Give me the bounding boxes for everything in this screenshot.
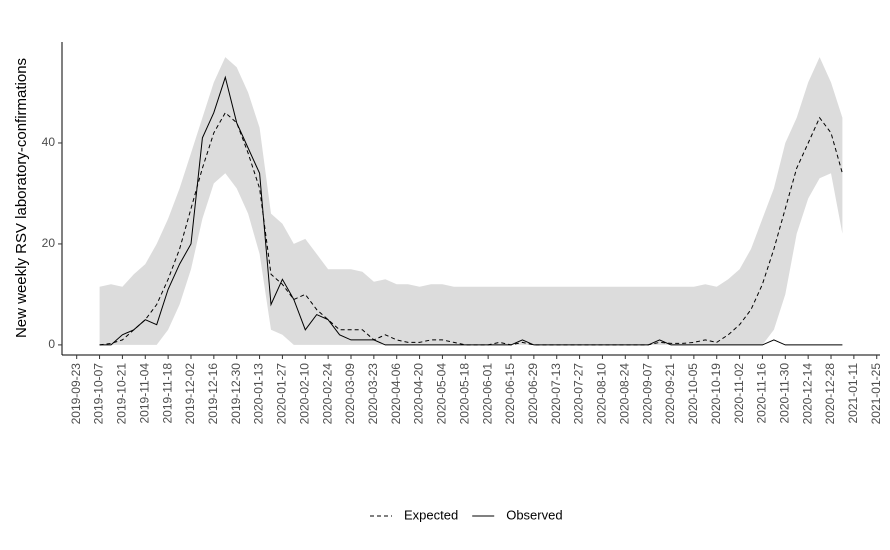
x-tick-label: 2019-12-02 [183,363,197,425]
x-tick-label: 2019-09-23 [69,363,83,425]
y-tick-label: 40 [42,135,56,149]
series-line [99,75,843,346]
x-tick-label: 2020-12-28 [823,363,837,425]
confidence-band [99,57,843,345]
x-tick-label: 2020-07-27 [572,363,586,425]
x-tick-label: 2020-11-16 [755,363,769,424]
x-tick-label: 2019-10-07 [92,363,106,425]
x-tick-label: 2020-03-09 [343,363,357,425]
x-tick-label: 2021-01-11 [846,363,860,424]
x-tick-label: 2020-09-07 [640,363,654,425]
series-line [99,111,843,346]
x-tick-label: 2019-12-30 [229,363,243,425]
x-tick-label: 2020-08-10 [595,363,609,425]
x-tick-label: 2020-10-05 [686,363,700,425]
x-tick-label: 2019-11-18 [160,363,174,424]
legend-label: Expected [404,507,458,522]
x-tick-label: 2020-05-04 [435,363,449,425]
x-tick-label: 2020-05-18 [457,363,471,425]
x-tick-label: 2020-01-13 [252,363,266,425]
x-tick-label: 2019-12-16 [206,363,220,425]
x-tick-label: 2020-01-27 [275,363,289,425]
x-tick-label: 2020-11-30 [777,363,791,424]
x-tick-label: 2019-11-04 [137,363,151,424]
y-tick-label: 20 [42,236,56,250]
y-tick-label: 0 [48,337,55,351]
x-tick-label: 2020-04-20 [412,363,426,425]
x-tick-label: 2020-02-10 [297,363,311,425]
x-tick-label: 2020-06-01 [480,363,494,425]
x-tick-label: 2020-07-13 [549,363,563,425]
x-tick-label: 2020-06-15 [503,363,517,425]
x-tick-label: 2019-10-21 [115,363,129,425]
x-tick-label: 2020-04-06 [389,363,403,425]
x-tick-label: 2020-10-19 [709,363,723,425]
x-tick-label: 2020-08-24 [617,363,631,425]
x-tick-label: 2020-02-24 [320,363,334,425]
x-tick-label: 2021-01-25 [869,363,883,425]
x-tick-label: 2020-09-21 [663,363,677,425]
x-tick-label: 2020-03-23 [366,363,380,425]
x-tick-label: 2020-12-14 [800,363,814,425]
x-tick-label: 2020-06-29 [526,363,540,425]
y-axis-title: New weekly RSV laboratory-confirmations [13,58,30,338]
legend-label: Observed [506,507,562,522]
x-tick-label: 2020-11-02 [732,363,746,424]
